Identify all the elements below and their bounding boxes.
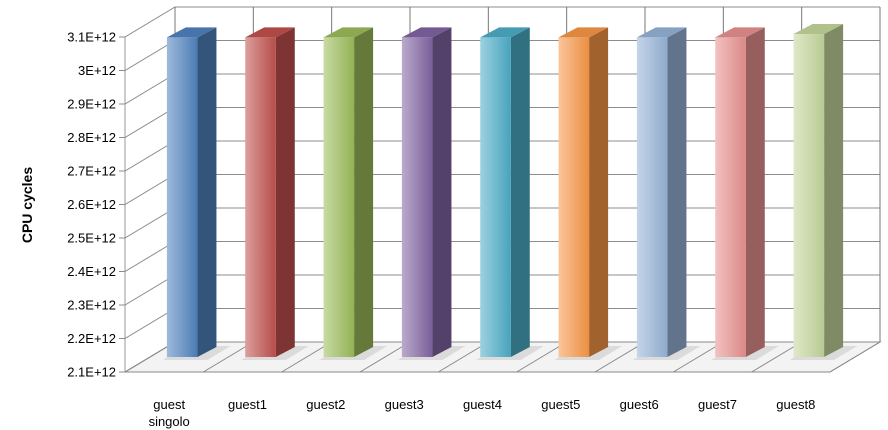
y-tick-label: 2.3E+12	[67, 298, 116, 313]
bar-top	[166, 27, 217, 38]
bar-side	[275, 27, 295, 358]
x-tick-label: guest singolo	[149, 397, 190, 429]
bar-top	[245, 27, 295, 38]
y-tick-label: 2.1E+12	[67, 365, 116, 380]
floor-divider	[594, 341, 646, 373]
y-tick-label: 2.7E+12	[67, 164, 116, 179]
gridline	[119, 6, 880, 38]
floor-divider	[673, 341, 724, 373]
y-tick-label: 2.5E+12	[67, 231, 116, 246]
y-tick-label: 2.6E+12	[67, 197, 116, 212]
bar-side	[197, 27, 217, 358]
bar	[480, 37, 511, 358]
floor-divider	[751, 341, 802, 373]
bar	[166, 37, 198, 358]
y-axis-label: CPU cycles	[19, 167, 35, 243]
bar-side	[589, 27, 609, 358]
y-tick-label: 2.4E+12	[67, 264, 116, 279]
bar-top	[558, 27, 609, 38]
x-tick-label: guest3	[385, 397, 424, 412]
bar-top	[793, 24, 844, 35]
floor-divider	[281, 341, 332, 373]
floor-divider	[203, 341, 254, 373]
bar-top	[401, 27, 452, 38]
bar-top	[715, 27, 765, 38]
x-tick-label: guest1	[228, 397, 267, 412]
x-tick-label: guest4	[463, 397, 502, 412]
bar-top	[636, 27, 687, 38]
y-tick-label: 3E+12	[78, 63, 116, 78]
bar-side	[667, 27, 687, 358]
bar-side	[824, 24, 844, 358]
y-tick-labels: 2.1E+12 2.2E+12 2.3E+12 2.4E+12 2.5E+12 2.6E+…	[67, 30, 116, 380]
x-tick-label: guest2	[306, 397, 345, 412]
bar-side	[432, 27, 452, 358]
bar-top	[323, 27, 374, 38]
floor-divider	[516, 341, 567, 373]
floor-divider	[124, 341, 176, 373]
bar-top	[480, 27, 530, 38]
x-tick-label: guest7	[698, 397, 737, 412]
bar-side	[745, 27, 765, 358]
floor-divider	[359, 341, 411, 373]
x-tick-label: guest6	[620, 397, 659, 412]
bar	[323, 37, 355, 358]
floor-divider	[829, 341, 881, 373]
bars	[166, 24, 844, 358]
bar	[715, 37, 746, 358]
bar	[558, 37, 590, 358]
bar	[245, 37, 276, 358]
bar-side	[510, 27, 530, 358]
bar	[401, 37, 433, 358]
x-tick-label: guest5	[541, 397, 580, 412]
bar-side	[354, 27, 374, 358]
bar	[793, 34, 825, 358]
y-tick-label: 2.9E+12	[67, 97, 116, 112]
y-tick-label: 3.1E+12	[67, 30, 116, 45]
bar	[636, 37, 668, 358]
x-tick-labels: guest singolo guest1 guest2 guest3 guest4 gues…	[149, 397, 816, 429]
floor-divider	[438, 341, 489, 373]
y-tick-label: 2.2E+12	[67, 331, 116, 346]
y-tick-label: 2.8E+12	[67, 130, 116, 145]
x-tick-label: guest8	[776, 397, 815, 412]
